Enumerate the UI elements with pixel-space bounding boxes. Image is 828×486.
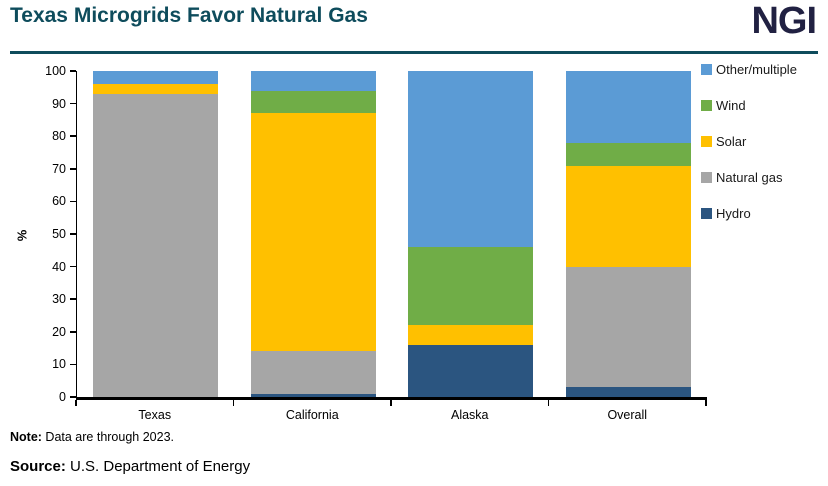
note-text: Data are through 2023. [41, 430, 174, 444]
bar-overall [565, 71, 691, 397]
bar-segment-hydro [408, 344, 534, 397]
source-text: U.S. Department of Energy [65, 458, 251, 475]
x-tick-mark [75, 400, 77, 406]
source-label: Source: [10, 458, 66, 475]
y-tick-mark [70, 298, 76, 300]
y-tick-mark [70, 265, 76, 268]
bar-segment-natural-gas [93, 93, 219, 397]
x-label-alaska: Alaska [450, 408, 489, 422]
page-title: Texas Microgrids Favor Natural Gas [10, 4, 368, 27]
y-tick-label: 60 [52, 194, 66, 209]
x-label-overall: Overall [607, 408, 648, 422]
bar-alaska [408, 71, 534, 397]
y-tick-label: 90 [52, 96, 66, 111]
y-tick-label: 40 [52, 259, 66, 274]
bar-segment-other-multiple [408, 71, 534, 248]
y-tick-label: 50 [52, 227, 66, 241]
y-tick-mark [70, 168, 76, 170]
bar-segment-wind [408, 247, 534, 326]
y-tick-label: 10 [52, 357, 66, 372]
legend-label: Solar [716, 134, 747, 149]
x-tick-mark [547, 400, 550, 406]
y-tick-mark [70, 102, 76, 105]
legend-swatch [701, 64, 712, 75]
bar-segment-other-multiple [93, 71, 219, 85]
note-label: Note: [10, 430, 42, 444]
legend-item-wind: Wind [701, 98, 797, 113]
source-line: Source: U.S. Department of Energy [10, 458, 250, 475]
y-tick-mark [70, 200, 76, 203]
ngi-logo: NGI [751, 0, 817, 42]
legend-item-solar: Solar [701, 134, 797, 149]
legend-label: Hydro [716, 206, 751, 221]
x-tick-mark [390, 400, 392, 406]
legend-item-hydro: Hydro [701, 206, 797, 221]
y-tick-label: 80 [52, 129, 66, 144]
y-tick-label: 30 [52, 292, 66, 307]
bar-segment-solar [93, 84, 219, 94]
bar-segment-other-multiple [250, 71, 376, 91]
x-tick-mark [705, 400, 707, 406]
y-tick-label: 70 [52, 161, 66, 176]
legend-swatch [701, 100, 712, 111]
bar-segment-solar [408, 325, 534, 345]
y-tick-label: 20 [52, 324, 66, 339]
legend-swatch [701, 172, 712, 183]
bar-texas [93, 71, 219, 397]
bar-segment-hydro [250, 393, 376, 397]
legend-item-natural-gas: Natural gas [701, 170, 797, 185]
bar-segment-solar [250, 113, 376, 352]
y-tick-label: 100 [45, 64, 66, 78]
bar-segment-wind [565, 142, 691, 166]
legend-swatch [701, 136, 712, 147]
y-tick-mark [70, 363, 76, 366]
stacked-bar-chart: % 0 10 20 30 40 50 60 70 80 90 100 Texas California… [0, 60, 828, 425]
legend-item-other-multiple: Other/multiple [701, 62, 797, 77]
bar-segment-natural-gas [565, 266, 691, 388]
y-tick-label: 0 [59, 390, 66, 404]
y-tick-mark [70, 396, 76, 398]
x-label-california: California [285, 408, 339, 422]
legend-label: Wind [716, 98, 746, 113]
legend-label: Natural gas [716, 170, 783, 185]
y-tick-mark [70, 135, 76, 137]
y-tick-mark [70, 331, 76, 333]
note-line: Note: Data are through 2023. [10, 430, 174, 444]
bar-segment-other-multiple [565, 71, 691, 143]
x-tick-mark [232, 400, 235, 406]
x-label-texas: Texas [138, 408, 172, 422]
legend: Other/multiple Wind Solar Natural gas Hydro [701, 62, 797, 243]
y-tick-mark [70, 233, 76, 235]
bar-segment-hydro [565, 387, 691, 397]
legend-swatch [701, 208, 712, 219]
bar-california [250, 71, 376, 397]
bar-segment-natural-gas [250, 351, 376, 394]
header-divider [10, 51, 818, 54]
bar-segment-solar [565, 165, 691, 267]
bar-segment-wind [250, 90, 376, 114]
plot-area [76, 71, 707, 400]
y-tick-mark [70, 70, 76, 72]
legend-label: Other/multiple [716, 62, 797, 77]
